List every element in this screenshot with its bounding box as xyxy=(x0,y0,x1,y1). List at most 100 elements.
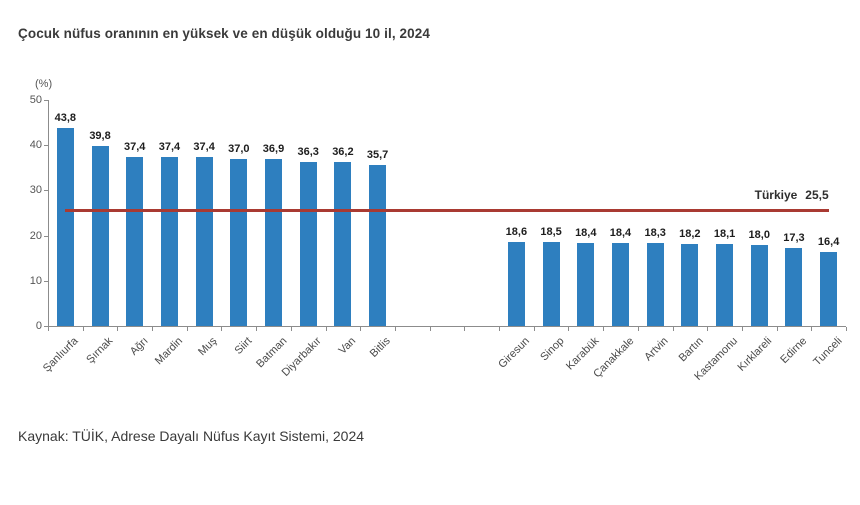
x-axis-tick xyxy=(290,327,292,331)
bar-value-label: 39,8 xyxy=(89,130,111,143)
bar xyxy=(265,159,283,326)
y-axis-tick-label: 30 xyxy=(29,184,42,197)
x-axis-tick xyxy=(360,327,362,331)
x-axis-tick xyxy=(499,327,501,331)
bar-value-label: 37,0 xyxy=(228,142,250,155)
x-axis-tick xyxy=(152,327,154,331)
x-axis-tick xyxy=(221,327,223,331)
bar-value-label: 36,3 xyxy=(297,145,319,158)
turkiye-reference-name: Türkiye xyxy=(754,188,798,203)
bar-value-label: 18,1 xyxy=(713,228,736,241)
x-axis-category-label: Muş xyxy=(196,335,220,359)
y-axis-tick xyxy=(44,190,48,192)
x-axis-tick xyxy=(429,327,431,331)
bar xyxy=(646,243,664,326)
bar-value-label: 36,9 xyxy=(262,143,285,156)
x-axis-tick xyxy=(568,327,570,331)
bar xyxy=(507,241,525,326)
bar xyxy=(716,244,734,326)
x-axis-tick xyxy=(48,327,49,331)
bar xyxy=(230,158,248,326)
y-axis-line xyxy=(48,100,49,327)
bar-value-label: 18,6 xyxy=(505,225,528,238)
y-axis-tick xyxy=(44,145,48,147)
bar-value-label: 37,4 xyxy=(193,140,215,153)
bar-value-label: 35,7 xyxy=(366,148,389,161)
x-axis-category-label: Kırklareli xyxy=(736,335,775,374)
bar xyxy=(299,161,317,326)
y-axis-tick-label: 0 xyxy=(35,320,42,332)
x-axis-tick xyxy=(186,327,188,331)
bar-value-label: 18,5 xyxy=(540,226,562,239)
y-axis-tick-label: 10 xyxy=(29,274,42,287)
bar xyxy=(577,242,595,326)
x-axis-tick xyxy=(464,327,466,331)
bar xyxy=(126,156,144,326)
x-axis-category-label: Sinop xyxy=(538,335,567,364)
bar-value-label: 18,2 xyxy=(679,227,701,240)
x-axis-category-label: Ağrı xyxy=(127,335,151,358)
bar xyxy=(369,164,387,326)
y-axis-unit-label: (%) xyxy=(35,78,53,90)
y-axis-tick-label: 50 xyxy=(29,94,42,106)
bar-value-label: 16,4 xyxy=(817,235,840,248)
bar-value-label: 18,3 xyxy=(644,227,666,240)
x-axis-category-label: Artvin xyxy=(642,335,671,364)
x-axis-line xyxy=(48,326,846,327)
y-axis-tick xyxy=(44,326,48,327)
bar xyxy=(195,156,213,326)
x-axis-tick xyxy=(117,327,119,331)
x-axis-tick xyxy=(82,327,84,331)
bar xyxy=(750,244,768,326)
x-axis-category-label: Şanlıurfa xyxy=(41,335,81,375)
turkiye-reference-value: 25,5 xyxy=(805,188,829,203)
x-axis-tick xyxy=(325,327,327,331)
x-axis-tick xyxy=(256,327,258,331)
bar xyxy=(334,162,352,326)
x-axis-tick xyxy=(741,327,743,331)
bar xyxy=(56,128,74,326)
bar xyxy=(785,247,803,326)
source-note: Kaynak: TÜİK, Adrese Dayalı Nüfus Kayıt … xyxy=(18,428,365,444)
y-axis-tick-label: 20 xyxy=(29,229,42,242)
x-axis-category-label: Tunceli xyxy=(810,335,845,369)
bar-value-label: 18,0 xyxy=(748,228,770,241)
x-axis-tick xyxy=(637,327,639,331)
x-axis-category-label: Mardin xyxy=(152,335,185,368)
bar xyxy=(611,242,629,326)
y-axis-tick xyxy=(44,280,48,282)
x-axis-tick xyxy=(776,327,778,331)
bar-value-label: 18,4 xyxy=(575,226,597,239)
turkiye-reference-label: Türkiye 25,5 xyxy=(755,188,829,202)
bar xyxy=(820,251,838,326)
bar xyxy=(160,156,178,326)
y-axis-tick-label: 40 xyxy=(29,139,42,152)
x-axis-tick xyxy=(394,327,396,331)
bar-value-label: 37,4 xyxy=(124,140,146,153)
x-axis-category-label: Giresun xyxy=(496,335,532,371)
x-axis-category-label: Van xyxy=(336,335,359,357)
bar xyxy=(681,243,699,326)
bar-value-label: 43,8 xyxy=(54,112,77,125)
x-axis-tick xyxy=(603,327,605,331)
x-axis-category-label: Edirne xyxy=(778,335,810,366)
bar xyxy=(91,146,109,326)
bar-value-label: 36,2 xyxy=(332,146,354,159)
bar-value-label: 18,4 xyxy=(609,226,632,239)
x-axis-category-label: Bartın xyxy=(676,335,706,365)
x-axis-category-label: Şırnak xyxy=(84,335,116,366)
x-axis-tick xyxy=(533,327,535,331)
turkiye-reference-line xyxy=(65,209,829,213)
x-axis-tick xyxy=(846,327,847,331)
x-axis-tick xyxy=(707,327,709,331)
bar-value-label: 17,3 xyxy=(783,231,805,244)
x-axis-category-label: Siirt xyxy=(232,335,255,357)
bar xyxy=(542,242,560,326)
y-axis-tick xyxy=(44,100,48,101)
chart-title: Çocuk nüfus oranının en yüksek ve en düş… xyxy=(18,26,430,41)
x-axis-tick xyxy=(672,327,674,331)
bar-value-label: 37,4 xyxy=(158,140,181,153)
x-axis-category-label: Bitlis xyxy=(368,335,394,360)
y-axis-tick xyxy=(44,235,48,237)
